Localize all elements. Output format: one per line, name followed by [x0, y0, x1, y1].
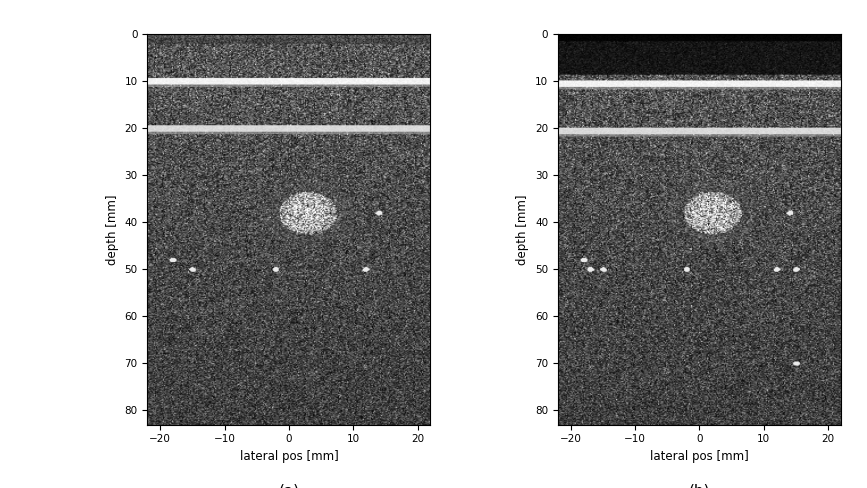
Text: (b): (b): [688, 483, 710, 488]
X-axis label: lateral pos [mm]: lateral pos [mm]: [650, 450, 749, 463]
Y-axis label: depth [mm]: depth [mm]: [517, 194, 530, 264]
Y-axis label: depth [mm]: depth [mm]: [106, 194, 119, 264]
Text: (a): (a): [278, 483, 299, 488]
X-axis label: lateral pos [mm]: lateral pos [mm]: [239, 450, 338, 463]
